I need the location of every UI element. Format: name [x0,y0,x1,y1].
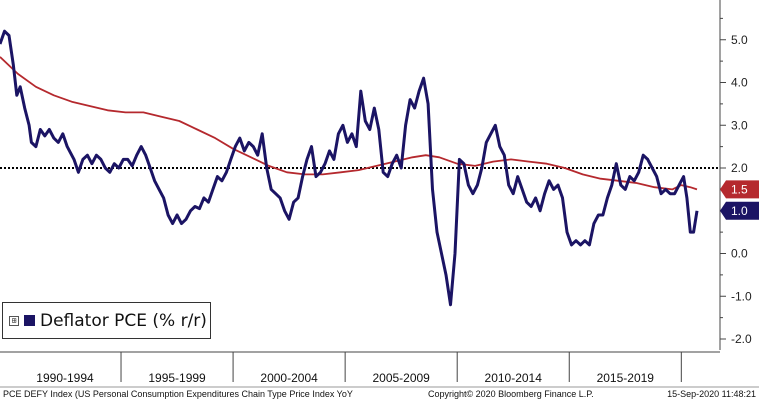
x-category-label: 2015-2019 [597,371,655,385]
y-tick-label: 5.0 [731,33,748,47]
x-category-label: 1995-1999 [148,371,206,385]
last-value-tags: 1.0 1.5 [720,180,759,220]
y-axis: 5.0 4.0 3.0 2.0 1.0 0.0 -1.0 -2.0 [719,0,752,350]
x-axis: 1990-1994 1995-1999 2000-2004 2005-2009 2010… [0,351,720,385]
legend: ⊞ Deflator PCE (% r/r) [2,302,211,339]
x-category-label: 2005-2009 [372,371,430,385]
series-line-trend [0,56,698,191]
last-value-tag [720,201,759,220]
x-category-label: 2010-2014 [485,371,543,385]
y-tick-label: -2.0 [731,332,752,346]
y-tick-label: 0.0 [731,247,748,261]
footer-source: PCE DEFY Index (US Personal Consumption … [3,389,353,399]
legend-expander-icon[interactable]: ⊞ [9,315,19,326]
footer-copyright: Copyright© 2020 Bloomberg Finance L.P. [428,389,594,399]
y-tick-label: 4.0 [731,76,748,90]
series-layer [0,29,699,307]
legend-label: Deflator PCE (% r/r) [40,310,207,331]
footer-timestamp: 15-Sep-2020 11:48:21 [667,389,756,399]
x-category-label: 2000-2004 [260,371,318,385]
y-tick-label: 2.0 [731,161,748,175]
y-tick-label: -1.0 [731,289,752,303]
x-category-label: 1990-1994 [36,371,94,385]
last-value-tag [720,180,759,199]
series-line-pce-deflator [0,29,699,307]
last-value-tag-label: 1.5 [731,182,748,196]
last-value-tag-label: 1.0 [731,204,748,218]
legend-swatch [24,315,35,326]
y-tick-label: 3.0 [731,118,748,132]
